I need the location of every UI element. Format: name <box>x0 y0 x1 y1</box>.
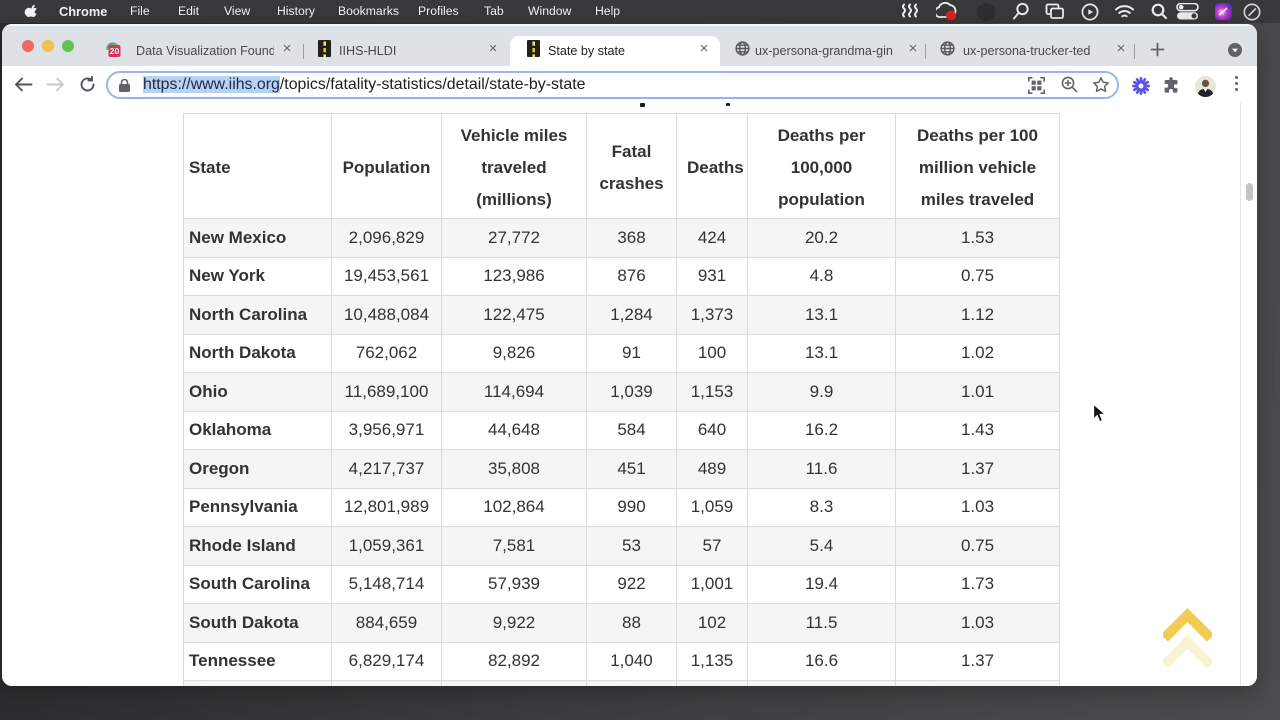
svg-text:20: 20 <box>110 46 120 56</box>
